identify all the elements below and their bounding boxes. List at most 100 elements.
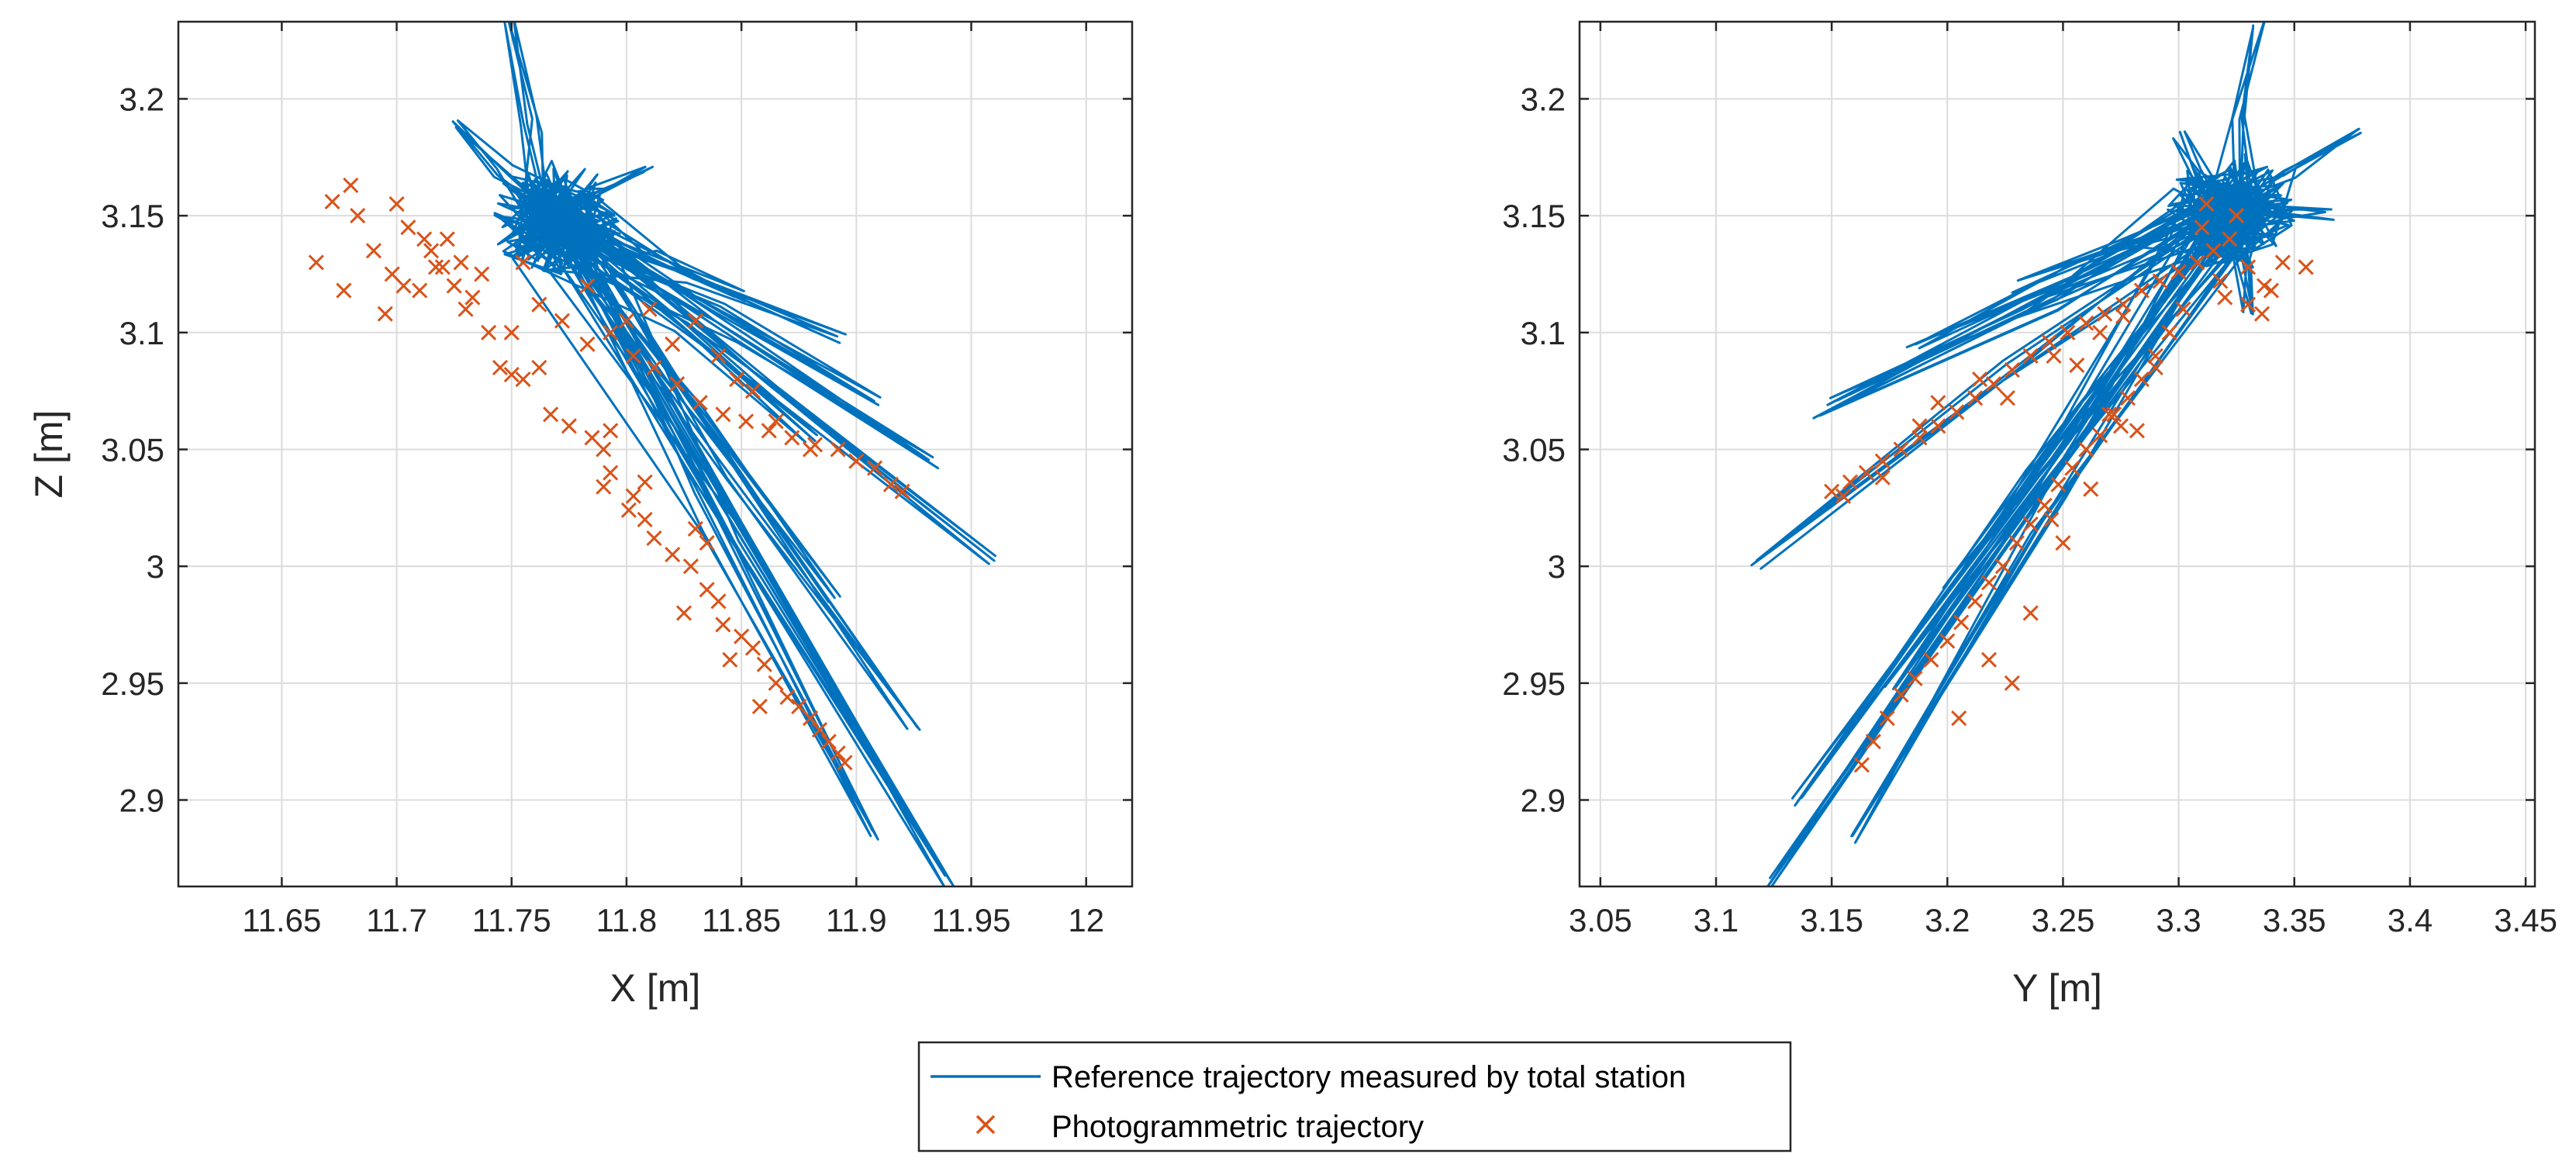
plot-x-z-xlabel: X [m] bbox=[610, 966, 701, 1010]
plot-x-z-photogrammetric-x-marker bbox=[665, 336, 681, 352]
plot-x-z-photogrammetric-x-marker bbox=[692, 395, 708, 411]
plot-x-z-photogrammetric-point bbox=[492, 359, 509, 376]
plot-x-z-photogrammetric-point bbox=[637, 511, 653, 527]
plot-x-z-photogrammetric-x-marker bbox=[412, 282, 428, 299]
plot-y-z-photogrammetric-x-marker bbox=[1874, 453, 1891, 469]
plot-y-z-photogrammetric-x-marker bbox=[2222, 231, 2238, 247]
plot-y-z-photogrammetric-point bbox=[1994, 558, 2011, 575]
plot-x-z-photogrammetric-point bbox=[710, 347, 727, 364]
plot-y-z-photogrammetric-x-marker bbox=[2298, 259, 2314, 275]
plot-y-z-photogrammetric-point bbox=[2050, 476, 2067, 492]
legend-box bbox=[917, 1041, 1792, 1152]
plot-x-z-reference-hub-sample bbox=[553, 209, 565, 221]
plot-x-z-ytick-label: 2.9 bbox=[119, 783, 164, 819]
plot-y-z-photogrammetric-x-marker bbox=[1930, 395, 1946, 411]
plot-x-z-photogrammetric-x-marker bbox=[603, 465, 619, 481]
plot-y-z-photogrammetric-point bbox=[1858, 465, 1874, 481]
plot-y-z-photogrammetric-x-marker bbox=[1980, 651, 1998, 668]
plot-y-z-photogrammetric-x-marker bbox=[2078, 315, 2094, 331]
plot-x-z-photogrammetric-point bbox=[427, 259, 444, 275]
plot-x-z-photogrammetric-x-marker bbox=[324, 193, 340, 210]
plot-y-z-photogrammetric-x-marker bbox=[1893, 686, 1909, 703]
plot-y-z-photogrammetric-point bbox=[2194, 219, 2210, 236]
plot-y-z-photogrammetric-point bbox=[2240, 259, 2257, 275]
plot-y-z-ytick-label: 3.2 bbox=[1521, 81, 1566, 117]
plot-x-z-xtick-label: 11.8 bbox=[596, 902, 658, 938]
plot-x-z-photogrammetric-point bbox=[710, 593, 727, 610]
plot-y-z-photogrammetric-x-marker bbox=[2004, 361, 2020, 378]
plot-y-z-photogrammetric-point bbox=[2097, 306, 2113, 322]
plot-x-z-photogrammetric-x-marker bbox=[625, 347, 641, 364]
plot-y-z-photogrammetric-point bbox=[2274, 254, 2291, 271]
plot-y-z-photogrammetric-x-marker bbox=[2263, 282, 2279, 299]
plot-y-z-photogrammetric-point bbox=[2092, 324, 2108, 340]
plot-y-z-reference-hub-sample bbox=[2202, 189, 2214, 201]
plot-y-z-ytick-label: 2.9 bbox=[1521, 783, 1566, 819]
plot-y-z-photogrammetric-x-marker bbox=[1953, 614, 1970, 631]
plot-y-z-photogrammetric-x-marker bbox=[2217, 289, 2233, 306]
plot-y-z-photogrammetric-point bbox=[2083, 481, 2099, 497]
plot-x-z-photogrammetric-x-marker bbox=[377, 306, 393, 322]
plot-y-z-photogrammetric-x-marker bbox=[1853, 757, 1870, 773]
plot-x-z-photogrammetric-x-marker bbox=[384, 266, 400, 282]
plot-x-z-photogrammetric-x-marker bbox=[554, 313, 571, 329]
plot-x-z-photogrammetric-point bbox=[388, 195, 405, 213]
plot-x-z-xtick-label: 12 bbox=[1068, 902, 1104, 938]
plot-x-z-photogrammetric-x-marker bbox=[453, 254, 469, 271]
plot-y-z-photogrammetric-point bbox=[2055, 534, 2071, 551]
plot-y-z-photogrammetric-x-marker bbox=[2133, 371, 2150, 388]
plot-y-z-photogrammetric-point bbox=[1874, 453, 1891, 469]
plot-y-z-photogrammetric-point bbox=[1842, 474, 1859, 490]
plot-x-z-photogrammetric-x-marker bbox=[531, 359, 547, 376]
plot-y-z-photogrammetric-point bbox=[1879, 710, 1895, 727]
plot-y-z-photogrammetric-x-marker bbox=[2147, 359, 2163, 376]
plot-x-z-photogrammetric-point bbox=[687, 520, 703, 537]
plot-y-z-photogrammetric-point bbox=[2106, 406, 2122, 423]
plot-x-z-photogrammetric-point bbox=[515, 371, 531, 388]
plot-y-z-photogrammetric-point bbox=[2147, 347, 2163, 364]
plot-x-z-photogrammetric-x-marker bbox=[620, 502, 637, 518]
plot-x-z-reference-hub-sample bbox=[559, 220, 571, 232]
plot-y-z-photogrammetric-x-marker bbox=[2036, 497, 2053, 513]
plot-x-z-photogrammetric-x-marker bbox=[811, 722, 827, 738]
plot-y-z-photogrammetric-point bbox=[1953, 614, 1970, 631]
plot-y-z-photogrammetric-x-marker bbox=[2008, 534, 2025, 551]
plot-x-z-reference-hub-sample bbox=[558, 185, 569, 196]
plot-y-z-photogrammetric-point bbox=[1999, 390, 2015, 406]
plot-x-z-photogrammetric-x-marker bbox=[423, 243, 440, 259]
plot-x-z-photogrammetric-point bbox=[830, 441, 846, 458]
legend-entry-photogrammetric: Photogrammetric trajectory bbox=[1051, 1110, 1424, 1144]
plot-x-z-ytick-label: 3.1 bbox=[119, 315, 164, 351]
plot-x-z-photogrammetric-point bbox=[744, 383, 761, 399]
plot-y-z-photogrammetric-x-marker bbox=[1967, 390, 1984, 406]
plot-x-z-reference-hub-sample bbox=[554, 200, 565, 212]
plot-y-z-photogrammetric-x-marker bbox=[1972, 371, 1988, 388]
plot-x-z-ytick-label: 3.2 bbox=[119, 81, 164, 117]
plot-y-z-photogrammetric-x-marker bbox=[2069, 357, 2085, 374]
plot-x-z-ytick-label: 2.95 bbox=[101, 665, 164, 702]
plot-y-z-photogrammetric-point bbox=[2133, 371, 2150, 388]
plot-x-z-photogrammetric-point bbox=[384, 266, 400, 282]
plot-x-z-photogrammetric-point bbox=[665, 336, 681, 352]
plot-y-z-xtick-label: 3.4 bbox=[2388, 902, 2433, 938]
plot-y-z-photogrammetric-x-marker bbox=[2083, 481, 2099, 497]
plot-y-z-photogrammetric-point bbox=[2147, 359, 2163, 376]
plot-y-z-photogrammetric-x-marker bbox=[2064, 460, 2080, 476]
plot-x-z-photogrammetric-point bbox=[446, 278, 462, 294]
plot-y-z-xtick-label: 3.15 bbox=[1800, 902, 1863, 938]
plot-y-z-xtick-label: 3.1 bbox=[1694, 902, 1739, 938]
plot-y-z-photogrammetric-point bbox=[2175, 301, 2191, 317]
plot-y-z-series bbox=[1750, 22, 2362, 886]
plot-y-z-photogrammetric-point bbox=[1972, 371, 1988, 388]
plot-x-z-photogrammetric-x-marker bbox=[427, 259, 444, 275]
plot-y-z-photogrammetric-point bbox=[2222, 231, 2238, 247]
plot-y-z-photogrammetric-point bbox=[1967, 593, 1984, 610]
plot-x-z-photogrammetric-x-marker bbox=[820, 734, 837, 750]
plot-y-z-photogrammetric-x-marker bbox=[1994, 558, 2011, 575]
plot-x-z-photogrammetric-point bbox=[324, 193, 340, 210]
plot-y-z-photogrammetric-x-marker bbox=[1879, 710, 1895, 727]
plot-x-z-photogrammetric-x-marker bbox=[603, 324, 619, 340]
plot-y-z-photogrammetric-x-marker bbox=[1858, 465, 1874, 481]
plot-x-z-photogrammetric-point bbox=[699, 534, 715, 551]
plot-y-z-photogrammetric-x-marker bbox=[1930, 418, 1946, 434]
